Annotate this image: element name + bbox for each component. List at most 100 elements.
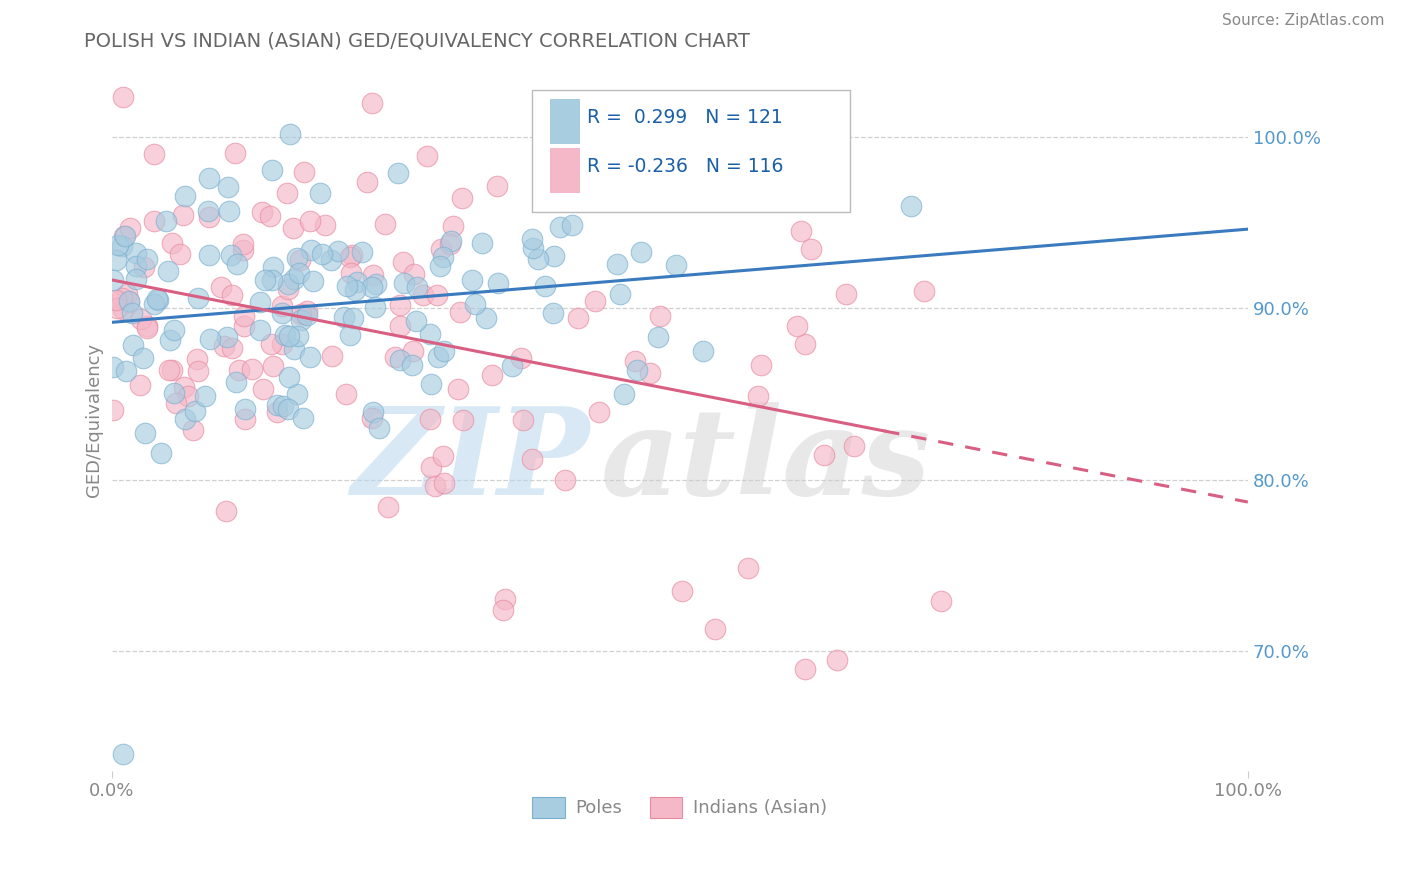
Point bbox=[285, 251, 308, 265]
Point bbox=[125, 246, 148, 260]
Point bbox=[136, 318, 159, 333]
Point bbox=[173, 379, 195, 393]
Point bbox=[134, 426, 156, 441]
Point bbox=[464, 297, 486, 311]
Point bbox=[143, 147, 166, 161]
Point bbox=[374, 217, 396, 231]
Point bbox=[419, 412, 441, 426]
Point bbox=[352, 244, 374, 259]
Point bbox=[336, 279, 359, 293]
Point bbox=[114, 229, 136, 244]
Point bbox=[790, 224, 813, 238]
Point bbox=[129, 312, 152, 326]
Point bbox=[314, 218, 336, 232]
Point bbox=[333, 310, 356, 325]
Point bbox=[281, 221, 304, 235]
Point bbox=[187, 363, 209, 377]
Point bbox=[249, 323, 271, 337]
Point bbox=[101, 360, 124, 375]
Point bbox=[575, 174, 598, 188]
Point bbox=[401, 343, 423, 358]
Point bbox=[198, 171, 221, 186]
Point bbox=[250, 205, 273, 219]
Text: R = -0.236   N = 116: R = -0.236 N = 116 bbox=[586, 157, 783, 177]
FancyBboxPatch shape bbox=[550, 99, 579, 144]
Point bbox=[278, 127, 301, 141]
Point bbox=[367, 421, 389, 435]
Point bbox=[285, 387, 308, 401]
Point bbox=[412, 287, 434, 301]
Point bbox=[626, 363, 648, 377]
Point bbox=[432, 449, 454, 463]
Point bbox=[105, 252, 128, 267]
Point bbox=[292, 307, 315, 321]
Point bbox=[392, 255, 415, 269]
Point bbox=[406, 279, 429, 293]
Point bbox=[233, 412, 256, 426]
Point bbox=[149, 446, 172, 460]
Point bbox=[136, 321, 159, 335]
Point bbox=[125, 260, 148, 274]
Point bbox=[277, 401, 299, 416]
Point bbox=[260, 162, 283, 177]
Point bbox=[128, 377, 150, 392]
Point bbox=[112, 90, 135, 104]
Point bbox=[197, 204, 219, 219]
Point bbox=[103, 273, 125, 287]
Point bbox=[266, 398, 288, 412]
Point bbox=[541, 306, 564, 320]
Point bbox=[221, 248, 243, 262]
Point bbox=[124, 272, 146, 286]
Point bbox=[290, 307, 312, 321]
Point bbox=[115, 287, 138, 301]
Point bbox=[277, 370, 299, 384]
Point bbox=[224, 146, 246, 161]
Point bbox=[111, 747, 134, 761]
Text: POLISH VS INDIAN (ASIAN) GED/EQUIVALENCY CORRELATION CHART: POLISH VS INDIAN (ASIAN) GED/EQUIVALENCY… bbox=[84, 31, 751, 50]
Point bbox=[405, 314, 427, 328]
Text: ZIP: ZIP bbox=[350, 402, 589, 521]
Point bbox=[278, 329, 301, 343]
Point bbox=[360, 410, 382, 425]
Point bbox=[786, 319, 808, 334]
Point bbox=[157, 363, 180, 377]
Point bbox=[160, 362, 183, 376]
Point bbox=[165, 395, 187, 409]
Point bbox=[665, 258, 688, 272]
Point bbox=[554, 473, 576, 487]
Point bbox=[671, 584, 693, 599]
Point bbox=[340, 248, 363, 262]
Point bbox=[103, 403, 125, 417]
Point bbox=[288, 252, 311, 267]
Point bbox=[221, 287, 243, 301]
Point bbox=[361, 279, 384, 293]
Point bbox=[813, 448, 835, 462]
Point bbox=[420, 460, 443, 475]
Point bbox=[364, 300, 387, 314]
Point bbox=[198, 332, 221, 346]
Point bbox=[225, 375, 247, 389]
Point bbox=[111, 291, 134, 305]
Point bbox=[274, 328, 297, 343]
Point bbox=[339, 327, 361, 342]
Point bbox=[377, 500, 399, 515]
Point bbox=[912, 284, 935, 298]
Point bbox=[288, 266, 311, 280]
Point bbox=[321, 349, 343, 363]
Point bbox=[270, 306, 292, 320]
Point bbox=[319, 252, 342, 267]
Point bbox=[704, 622, 727, 636]
Point bbox=[652, 137, 675, 152]
Point bbox=[520, 452, 543, 467]
Point bbox=[271, 299, 294, 313]
Point bbox=[132, 260, 155, 274]
Point bbox=[252, 382, 274, 396]
Point bbox=[827, 653, 849, 667]
Point bbox=[283, 342, 305, 356]
Point bbox=[449, 305, 471, 319]
Point bbox=[309, 186, 332, 200]
Point bbox=[112, 228, 135, 243]
Point bbox=[346, 275, 368, 289]
Point bbox=[527, 252, 550, 267]
Point bbox=[271, 337, 294, 351]
